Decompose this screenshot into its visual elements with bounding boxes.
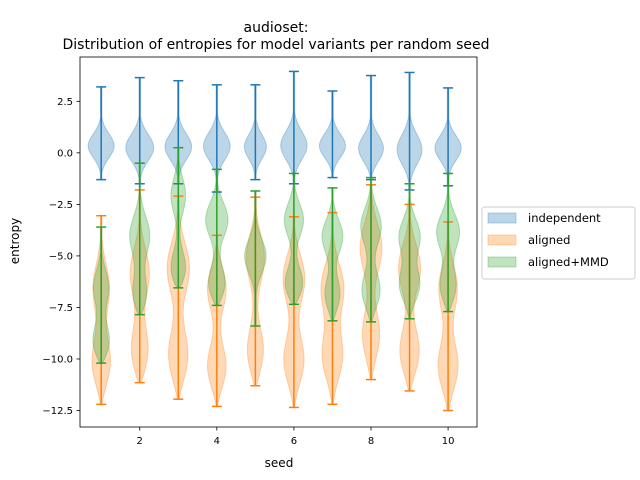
legend-label-aligned-mmd: aligned+MMD (528, 255, 609, 269)
y-tick-label: −2.5 (49, 200, 73, 211)
plot-area (87, 70, 462, 412)
x-tick-label: 8 (368, 436, 374, 447)
legend-swatch-aligned (487, 234, 517, 246)
legend-label-independent: independent (528, 211, 601, 225)
violin-extrema-bars (96, 70, 454, 412)
x-tick-label: 4 (214, 436, 220, 447)
axes-frame (79, 56, 478, 428)
x-tick-label: 2 (137, 436, 143, 447)
y-axis-label: entropy (8, 218, 22, 264)
legend-swatch-aligned-mmd (487, 256, 517, 268)
y-tick-label: −12.5 (42, 406, 73, 417)
x-axis-label: seed (265, 456, 294, 470)
axes: 2 4 6 8 10 2.5 0.0 −2.5 −5.0 −7.5 −10.0 −12.5 (42, 56, 478, 447)
y-tick-label: 2.5 (57, 97, 73, 108)
legend-label-aligned: aligned (528, 233, 570, 247)
chart-title: audioset: (244, 20, 309, 36)
y-tick-label: 0.0 (57, 148, 73, 159)
legend-box (481, 206, 636, 280)
y-tick-label: −10.0 (42, 354, 73, 365)
legend: independent aligned aligned+MMD (481, 206, 636, 280)
y-tick-label: −7.5 (49, 303, 73, 314)
x-tick-label: 6 (291, 436, 297, 447)
legend-swatch-independent (487, 212, 517, 224)
x-tick-label: 10 (442, 436, 455, 447)
y-tick-label: −5.0 (49, 251, 73, 262)
chart-subtitle: Distribution of entropies for model vari… (63, 37, 490, 53)
